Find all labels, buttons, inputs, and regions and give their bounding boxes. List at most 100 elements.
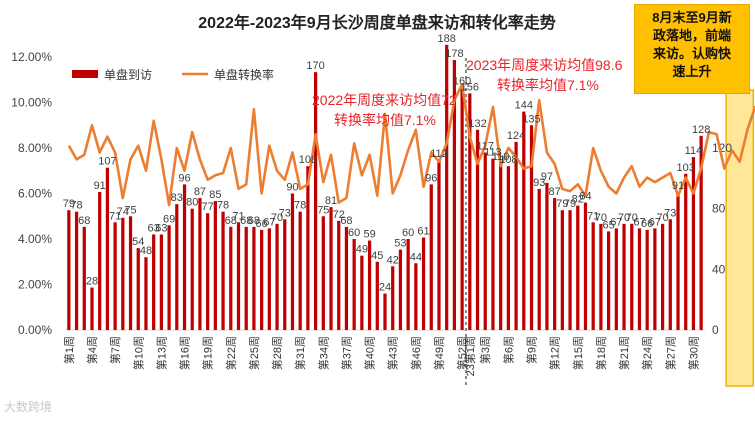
- visit-data-label: 160: [453, 75, 471, 87]
- annotation-2023-conversion-avg: 转换率均值7.1%: [497, 77, 599, 93]
- visit-bar: [367, 240, 372, 330]
- visit-bar: [514, 141, 518, 330]
- x-tick-label: 第4周: [85, 336, 99, 364]
- x-tick-label: 第12周: [548, 336, 562, 370]
- visit-bar: [483, 152, 487, 330]
- x-tick-label: 第34周: [316, 336, 330, 370]
- x-tick-label: 第22周: [224, 336, 238, 370]
- visit-bar: [391, 266, 395, 330]
- visit-bar: [252, 226, 256, 330]
- visit-bar: [414, 263, 418, 330]
- visit-data-label: 93: [533, 177, 545, 189]
- visit-bar: [144, 257, 148, 330]
- visit-data-label: 81: [325, 195, 337, 207]
- visit-bar: [522, 111, 526, 330]
- visit-data-label: 170: [306, 60, 324, 72]
- visit-bar: [136, 248, 140, 330]
- visit-data-label: 67: [263, 216, 275, 228]
- visit-data-label: 108: [499, 154, 517, 166]
- visit-data-label: 91: [94, 180, 106, 192]
- visit-data-label: 60: [348, 227, 360, 239]
- visit-data-label: 78: [217, 200, 229, 212]
- visit-bar: [290, 193, 295, 330]
- x-tick-label: 第40周: [363, 336, 377, 370]
- visit-bar: [491, 158, 495, 330]
- visit-data-label: 24: [379, 282, 391, 294]
- visit-bar: [105, 167, 110, 330]
- x-tick-label: 第31周: [293, 336, 307, 370]
- visit-data-label: 48: [140, 245, 152, 257]
- visit-bar: [475, 129, 480, 330]
- visit-bar: [190, 208, 194, 330]
- visit-data-label: 156: [461, 81, 479, 93]
- visit-bar: [121, 217, 125, 330]
- y-left-tick-label: 0.00%: [18, 323, 52, 337]
- visit-data-label: 96: [178, 172, 190, 184]
- visit-data-label: 45: [371, 250, 383, 262]
- callout-line-2: 政落地，前端: [652, 28, 731, 43]
- visit-bar: [699, 135, 703, 330]
- legend-label-visits: 单盘到访: [104, 67, 152, 82]
- visit-bar: [406, 239, 410, 330]
- visit-data-label: 79: [564, 198, 576, 210]
- visit-data-label: 67: [633, 216, 645, 228]
- visit-data-label: 68: [340, 215, 352, 227]
- visit-bar: [506, 166, 510, 330]
- y-right-tick-label: 120: [712, 141, 732, 155]
- visit-bar: [452, 60, 457, 331]
- visit-bar: [645, 229, 649, 330]
- visit-bar: [583, 202, 588, 330]
- y-left-tick-label: 4.00%: [18, 232, 52, 246]
- visit-bar: [437, 160, 441, 330]
- visit-bar: [82, 226, 86, 330]
- visit-bar: [468, 93, 472, 331]
- y-left-tick-label: 2.00%: [18, 278, 52, 292]
- x-tick-label: 23第1周: [463, 336, 477, 376]
- visit-bar: [329, 207, 333, 330]
- visit-data-label: 75: [317, 204, 329, 216]
- visit-bar: [283, 219, 287, 330]
- visit-bar: [67, 210, 71, 330]
- visit-bar: [337, 220, 341, 330]
- visit-bar: [260, 229, 264, 330]
- x-tick-label: 第25周: [247, 336, 261, 370]
- visit-data-label: 188: [438, 33, 456, 45]
- visit-bar: [383, 293, 387, 330]
- visit-data-label: 70: [656, 212, 668, 224]
- legend-swatch-visits: [72, 70, 98, 78]
- visit-data-label: 66: [641, 218, 653, 230]
- visit-data-label: 178: [445, 48, 463, 60]
- y-left-tick-label: 8.00%: [18, 141, 52, 155]
- visit-bar: [375, 261, 379, 330]
- y-left-tick-label: 6.00%: [18, 187, 52, 201]
- visit-data-label: 70: [626, 212, 638, 224]
- visit-bar: [614, 228, 618, 330]
- visit-bar: [560, 210, 564, 330]
- visit-data-label: 65: [602, 219, 614, 231]
- visit-bar: [676, 191, 680, 330]
- visit-data-label: 107: [98, 156, 116, 168]
- visit-data-label: 71: [232, 210, 244, 222]
- visit-data-label: 110: [492, 151, 510, 163]
- visit-data-label: 79: [63, 198, 75, 210]
- visit-data-label: 59: [363, 229, 375, 241]
- visit-bar: [599, 223, 603, 330]
- visit-data-label: 63: [148, 222, 160, 234]
- visit-data-label: 28: [86, 276, 98, 288]
- visit-bar: [128, 216, 133, 330]
- visit-bar: [553, 198, 557, 330]
- visit-bar: [113, 222, 117, 330]
- visit-bar: [499, 163, 503, 330]
- visit-data-label: 67: [649, 216, 661, 228]
- visit-data-label: 128: [692, 124, 710, 136]
- visit-data-label: 77: [202, 201, 214, 213]
- callout-line-3: 来访。认购快: [652, 46, 731, 61]
- visit-bar: [606, 231, 611, 330]
- x-tick-label: 第19周: [201, 336, 215, 370]
- visit-data-label: 113: [484, 147, 502, 159]
- highlight-region: [725, 89, 755, 387]
- x-tick-label: 第10周: [131, 336, 145, 370]
- visit-bar: [622, 223, 626, 330]
- annotation-2023-visit-avg: 2023年周度来访均值98.6: [466, 57, 623, 73]
- visit-data-label: 117: [476, 141, 494, 153]
